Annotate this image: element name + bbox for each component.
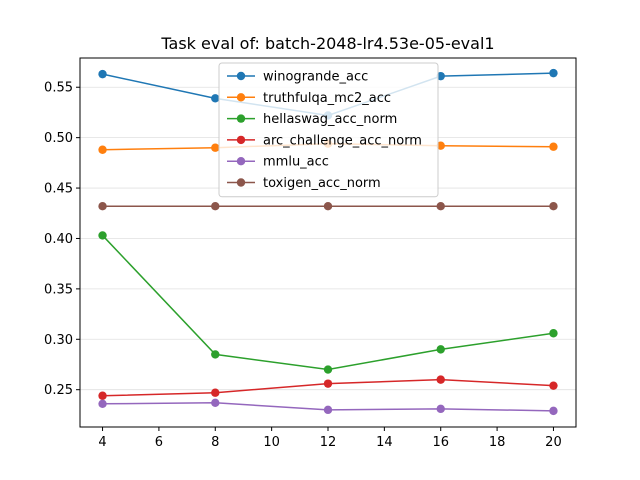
x-tick-label: 14: [376, 435, 393, 450]
legend-label: hellaswag_acc_norm: [263, 112, 397, 127]
x-tick-label: 10: [263, 435, 280, 450]
data-point: [323, 379, 333, 388]
axes: 0.25 0.30 0.35 0.40 0.45 0.50 0.55 4 6 8 10 12 14 16 1…: [44, 81, 562, 450]
legend-label: truthfulqa_mc2_acc: [263, 91, 391, 106]
x-tick-label: 4: [98, 435, 106, 450]
data-point: [98, 231, 107, 240]
data-point: [549, 381, 558, 390]
y-tick-label: 0.35: [44, 282, 73, 297]
data-point: [98, 202, 107, 211]
x-tick-label: 6: [155, 435, 163, 450]
legend-label: mmlu_acc: [263, 155, 329, 170]
legend-label: toxigen_acc_norm: [263, 176, 381, 191]
legend-label: arc_challenge_acc_norm: [263, 133, 422, 148]
x-tick-label: 8: [211, 435, 219, 450]
y-tick-label: 0.25: [44, 383, 73, 398]
data-point: [323, 202, 333, 211]
series-mmlu_acc: [98, 398, 558, 416]
legend-marker: [236, 114, 246, 123]
legend-marker: [236, 135, 246, 145]
x-tick-label: 20: [545, 435, 562, 450]
legend-marker: [236, 71, 246, 81]
legend-marker: [236, 93, 246, 102]
y-tick-label: 0.55: [44, 81, 73, 96]
series-line: [102, 234, 554, 371]
y-tick-label: 0.40: [44, 232, 73, 247]
legend-item: arc_challenge_acc_norm: [227, 133, 422, 148]
legend-marker: [236, 178, 246, 187]
y-tick-label: 0.30: [44, 333, 73, 348]
series-arc_challenge_acc_norm: [98, 375, 558, 400]
data-point: [436, 375, 445, 384]
data-point: [211, 202, 220, 211]
legend-item: hellaswag_acc_norm: [227, 112, 397, 127]
data-point: [549, 142, 558, 151]
data-point: [211, 94, 220, 103]
x-tick-label: 12: [320, 435, 337, 450]
chart-title: Task eval of: batch-2048-lr4.53e-05-eval…: [160, 34, 494, 53]
legend-item: toxigen_acc_norm: [227, 176, 381, 191]
legend-item: truthfulqa_mc2_acc: [227, 91, 391, 106]
legend-marker: [236, 157, 246, 166]
data-point: [436, 71, 445, 81]
legend-label: winogrande_acc: [263, 70, 368, 85]
legend: winogrande_acc truthfulqa_mc2_acc hellaswa…: [218, 62, 439, 198]
x-tick-label: 16: [432, 435, 449, 450]
data-point: [549, 202, 558, 211]
data-point: [436, 345, 445, 354]
data-point: [436, 141, 445, 150]
data-point: [549, 406, 558, 416]
legend-item: mmlu_acc: [227, 155, 329, 170]
data-point: [549, 329, 558, 338]
data-point: [211, 388, 220, 397]
data-point: [98, 391, 107, 400]
data-point: [211, 350, 220, 359]
data-point: [211, 398, 220, 408]
legend-item: winogrande_acc: [227, 70, 368, 85]
data-point: [323, 365, 333, 374]
series-hellaswag_acc_norm: [98, 231, 558, 374]
legend-box: [218, 62, 439, 198]
data-point: [211, 143, 220, 152]
x-tick-label: 18: [489, 435, 506, 450]
data-point: [436, 404, 445, 414]
data-point: [436, 202, 445, 211]
y-tick-label: 0.45: [44, 182, 73, 197]
series-toxigen_acc_norm: [98, 202, 558, 211]
data-point: [98, 399, 107, 409]
data-point: [323, 405, 333, 415]
data-point: [98, 69, 107, 79]
data-point: [549, 68, 558, 78]
y-tick-label: 0.50: [44, 131, 73, 146]
data-point: [98, 145, 107, 154]
